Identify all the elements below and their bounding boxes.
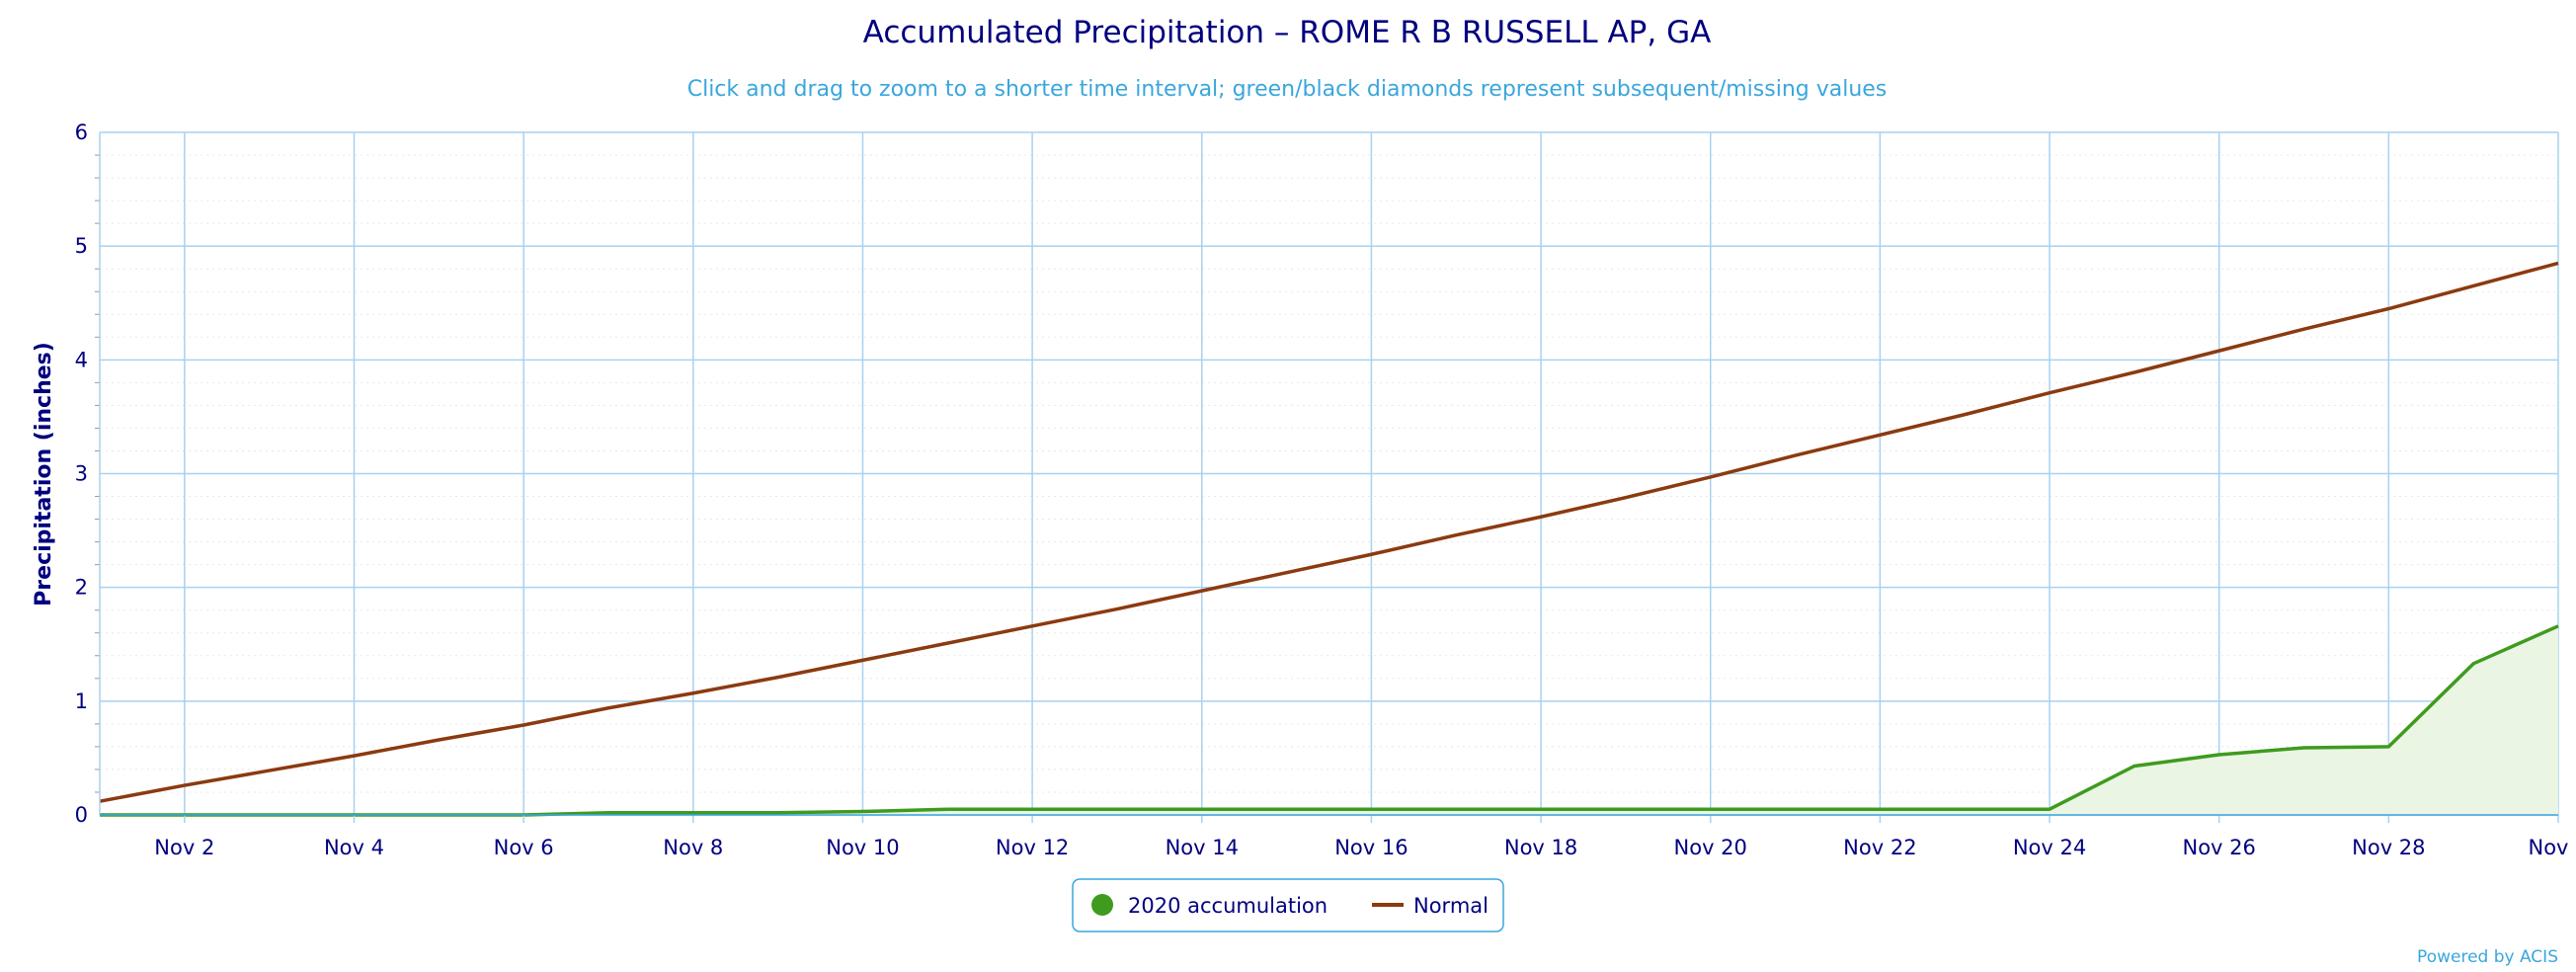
y-tick-label: 2 [75, 576, 88, 600]
legend-marker-2020 [1091, 894, 1113, 916]
x-tick-label: Nov 4 [324, 836, 384, 859]
x-tick-label: Nov 18 [1504, 836, 1577, 859]
x-tick-label: Nov 14 [1166, 836, 1239, 859]
x-tick-label: Nov 24 [2013, 836, 2086, 859]
axes [95, 132, 2559, 823]
credit-link[interactable]: Powered by ACIS [2417, 947, 2558, 967]
x-tick-label: Nov 10 [826, 836, 899, 859]
y-axis-title: Precipitation (inches) [32, 342, 56, 607]
y-axis-tick-labels: 0 1 2 3 4 5 6 [75, 121, 88, 827]
y-tick-label: 0 [75, 803, 88, 827]
legend-item-2020-accumulation[interactable]: 2020 accumulation [1091, 894, 1328, 918]
minor-gridlines [100, 154, 2558, 793]
y-tick-label: 3 [75, 462, 88, 486]
major-gridlines [100, 131, 2559, 816]
x-tick-label: Nov 8 [663, 836, 723, 859]
series-normal-line[interactable] [99, 261, 2559, 803]
series-layer[interactable] [99, 261, 2559, 817]
x-tick-label: Nov 6 [494, 836, 554, 859]
x-axis-tick-labels: Nov 2 Nov 4 Nov 6 Nov 8 Nov 10 Nov 12 Nov 14 No… [154, 836, 2576, 859]
chart-subtitle: Click and drag to zoom to a shorter time… [687, 77, 1888, 102]
x-tick-label: Nov 3 [2528, 836, 2576, 859]
series-2020-accumulation-area [100, 625, 2558, 815]
x-tick-label: Nov 12 [996, 836, 1069, 859]
legend[interactable]: 2020 accumulation Normal [1072, 878, 1504, 932]
legend-box [1072, 878, 1504, 932]
legend-label-2020: 2020 accumulation [1128, 894, 1328, 918]
x-tick-label: Nov 22 [1843, 836, 1916, 859]
chart-title: Accumulated Precipitation – ROME R B RUS… [863, 15, 1712, 50]
y-tick-label: 6 [75, 121, 88, 144]
x-tick-label: Nov 2 [154, 836, 214, 859]
x-tick-label: Nov 28 [2352, 836, 2425, 859]
legend-label-normal: Normal [1413, 894, 1489, 918]
x-tick-label: Nov 20 [1674, 836, 1747, 859]
y-tick-label: 5 [75, 234, 88, 258]
y-tick-label: 1 [75, 689, 88, 713]
y-tick-label: 4 [75, 348, 88, 371]
x-tick-label: Nov 26 [2182, 836, 2255, 859]
legend-item-normal[interactable]: Normal [1372, 894, 1489, 918]
x-tick-label: Nov 16 [1334, 836, 1408, 859]
